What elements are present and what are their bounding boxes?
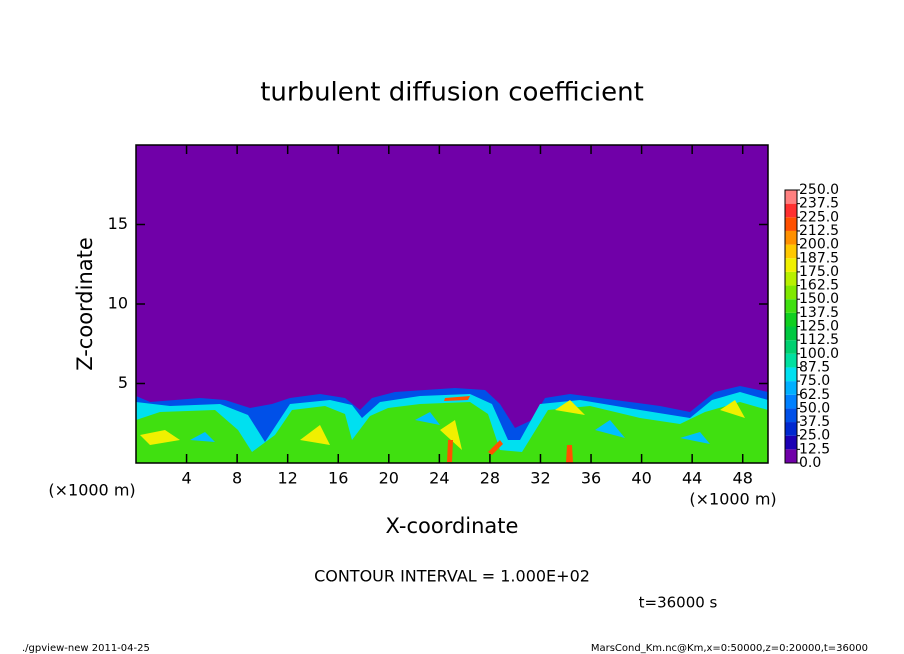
colorbar-segment (785, 422, 797, 436)
x-tick-label: 8 (232, 469, 242, 488)
colorbar-label: 75.0 (799, 373, 830, 389)
colorbar-label: 175.0 (799, 264, 839, 280)
contour-interval: CONTOUR INTERVAL = 1.000E+02 (314, 567, 590, 586)
colorbar-label: 137.5 (799, 305, 839, 321)
x-tick-label: 28 (480, 469, 500, 488)
colorbar-segment (785, 230, 797, 245)
colorbar-label: 12.5 (799, 441, 830, 457)
colorbar-label: 225.0 (799, 209, 839, 225)
colorbar-label: 162.5 (799, 278, 839, 294)
colorbar-label: 100.0 (799, 346, 839, 362)
x-axis-label: X-coordinate (386, 514, 519, 538)
y-tick-label: 10 (108, 294, 128, 313)
colorbar-segment (785, 258, 797, 272)
colorbar-segment (785, 190, 797, 204)
colorbar-label: 200.0 (799, 237, 839, 253)
y-unit: (×1000 m) (48, 481, 135, 500)
colorbar-label: 25.0 (799, 428, 830, 444)
colorbar-label: 87.5 (799, 359, 830, 375)
colorbar-label: 250.0 (799, 182, 839, 198)
x-tick-label: 24 (429, 469, 449, 488)
x-tick-label: 20 (379, 469, 399, 488)
footer-right: MarsCond_Km.nc@Km,x=0:50000,z=0:20000,t=… (591, 643, 868, 654)
colorbar-segment (785, 244, 797, 259)
colorbar-label: 112.5 (799, 332, 839, 348)
footer-left: ./gpview-new 2011-04-25 (22, 643, 150, 654)
y-axis-label: Z-coordinate (73, 237, 97, 371)
colorbar-segment (785, 340, 797, 354)
x-tick-label: 48 (733, 469, 753, 488)
x-tick-label: 16 (328, 469, 348, 488)
colorbar-segment (785, 285, 797, 300)
contour-field (136, 145, 768, 463)
colorbar-label: 212.5 (799, 223, 839, 239)
chart-title: turbulent diffusion coefficient (260, 78, 644, 108)
colorbar-label: 187.5 (799, 250, 839, 266)
colorbar-label: 37.5 (799, 414, 830, 430)
colorbar-label: 150.0 (799, 291, 839, 307)
colorbar-segment (785, 381, 797, 395)
time-label: t=36000 s (639, 594, 718, 612)
x-tick-label: 44 (682, 469, 702, 488)
y-tick-label: 5 (118, 373, 128, 392)
x-tick-label: 12 (278, 469, 298, 488)
colorbar-segment (785, 217, 797, 231)
colorbar-segment (785, 353, 797, 368)
colorbar-segment (785, 271, 797, 286)
x-tick-label: 32 (530, 469, 550, 488)
x-unit: (×1000 m) (689, 490, 776, 509)
colorbar-label: 62.5 (799, 387, 830, 403)
x-tick-label: 4 (181, 469, 191, 488)
colorbar-label: 237.5 (799, 196, 839, 212)
colorbar-segment (785, 449, 797, 463)
y-tick-label: 15 (108, 214, 128, 233)
x-tick-label: 40 (631, 469, 651, 488)
colorbar-label: 125.0 (799, 319, 839, 335)
colorbar-segment (785, 326, 797, 341)
colorbar-segment (785, 408, 797, 423)
colorbar-segment (785, 299, 797, 313)
colorbar-segment (785, 312, 797, 327)
colorbar-label: 50.0 (799, 400, 830, 416)
colorbar-segment (785, 435, 797, 450)
colorbar-label: 0.0 (799, 455, 821, 471)
colorbar-segment (785, 203, 797, 218)
x-tick-label: 36 (581, 469, 601, 488)
colorbar-segment (785, 367, 797, 382)
colorbar-segment (785, 394, 797, 409)
